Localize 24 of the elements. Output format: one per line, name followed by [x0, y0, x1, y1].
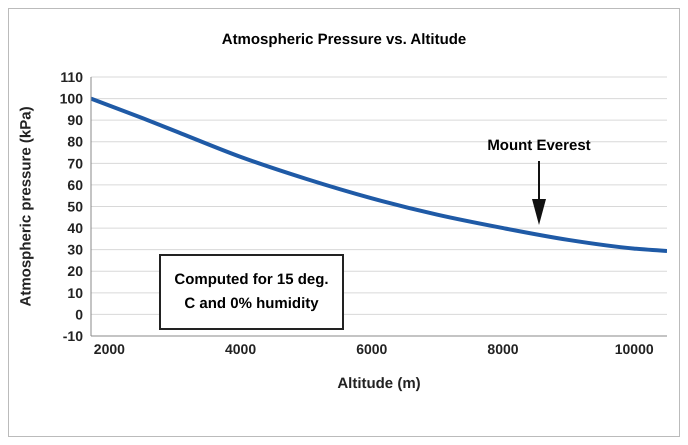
y-tick-label: 110: [60, 68, 84, 85]
x-tick-label: 8000: [487, 340, 519, 357]
x-tick-label: 2000: [94, 340, 126, 357]
x-tick-label: 4000: [225, 340, 256, 357]
annotation: Mount Everest: [486, 137, 592, 154]
x-tick-label: 6000: [356, 340, 388, 357]
y-tick-label: 30: [67, 242, 84, 258]
y-tick-label: 90: [67, 112, 84, 128]
y-tick-label: 70: [67, 155, 84, 172]
x-axis-title: Altitude (m): [337, 375, 421, 392]
annotation: Computed for 15 deg. C and 0% humidity: [159, 254, 344, 330]
chart-title: Atmospheric Pressure vs. Altitude: [220, 31, 468, 48]
x-tick-label: 10000: [614, 340, 654, 357]
y-tick-label: 60: [67, 176, 84, 193]
y-tick-label: 80: [67, 134, 84, 150]
y-tick-label: 100: [60, 90, 84, 107]
line-series: [91, 96, 667, 253]
y-tick-label: 50: [67, 198, 84, 214]
y-tick-label: -10: [62, 328, 84, 344]
y-tick-label: 10: [67, 284, 84, 301]
y-axis-title: Atmospheric pressure (kPa): [17, 106, 34, 306]
y-tick-label: 0: [75, 306, 84, 322]
y-tick-label: 40: [67, 220, 84, 236]
y-tick-label: 20: [67, 263, 84, 280]
